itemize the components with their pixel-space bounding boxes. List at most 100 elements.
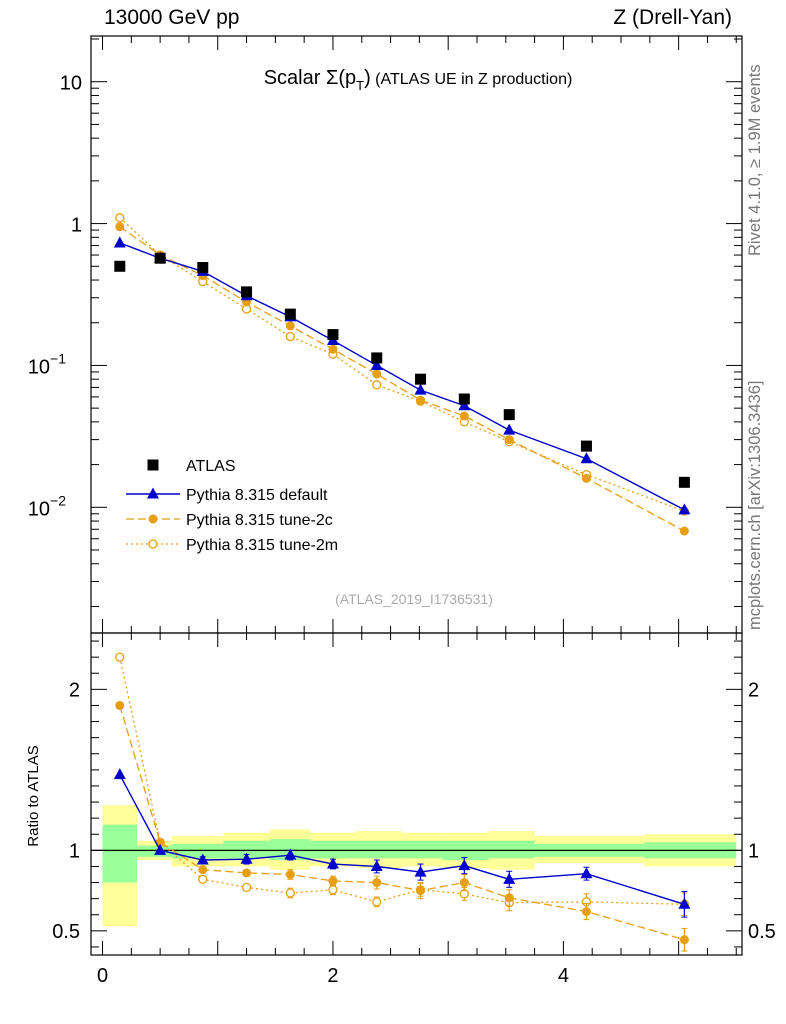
ratio-point-tune2c-9 [504, 893, 514, 903]
ratio-ytick-label-left-2: 2 [69, 679, 80, 701]
x-tick-label-0: 0 [97, 965, 108, 987]
ratio-point-tune2c-6 [372, 878, 382, 888]
point-atlas-9 [503, 409, 515, 421]
ratio-ytick-label-right-2: 2 [748, 679, 759, 701]
ratio-panel-frame [90, 632, 743, 956]
line-default [119, 242, 685, 511]
top-ytick-exponent: −2 [50, 492, 66, 508]
legend-marker-default [147, 487, 159, 499]
ratio-point-tune2m-6 [372, 897, 382, 907]
ratio-point-tune2m-0 [115, 652, 125, 662]
title-prefix: Scalar [264, 67, 326, 89]
ratio-point-default-1 [154, 843, 167, 855]
legend-label-tune2m: Pythia 8.315 tune-2m [186, 537, 338, 554]
inner-band-0 [102, 824, 138, 883]
inner-band-5 [309, 840, 357, 859]
point-default-0 [113, 236, 126, 248]
header-process: 13000 GeV pp [104, 6, 240, 29]
x-tick-label-2: 4 [558, 965, 569, 987]
legend-label-atlas: ATLAS [186, 458, 236, 475]
ratio-uncertainty-bands [102, 805, 737, 927]
ratio-point-default-0 [113, 768, 126, 780]
point-atlas-5 [327, 329, 339, 341]
ratio-point-tune2c-8 [459, 878, 469, 888]
point-tune2c-7 [416, 395, 426, 405]
ratio-point-default-10 [580, 867, 593, 879]
ratio-ytick-label-left-0: 0.5 [52, 921, 80, 943]
point-tune2c-9 [504, 435, 514, 445]
point-tune2m-4 [285, 331, 295, 342]
inner-band-4 [269, 839, 310, 861]
ratio-point-tune2c-1 [155, 837, 165, 847]
ratio-series-default [113, 768, 691, 918]
chart-title: Scalar Σ(pT) (ATLAS UE in Z production) [264, 67, 573, 93]
ratio-point-default-5 [326, 857, 339, 869]
point-atlas-11 [678, 476, 690, 488]
point-tune2c-5 [328, 344, 338, 354]
x-tick-label-1: 2 [327, 965, 338, 987]
point-atlas-0 [114, 260, 126, 272]
ratio-series-tune2m [115, 652, 690, 917]
ratio-point-tune2c-5 [328, 876, 338, 886]
ratio-line-default [119, 774, 685, 905]
ratio-ytick-label-left-1: 1 [69, 840, 80, 862]
x-axis: 0 2 4 [97, 36, 737, 987]
ratio-point-tune2m-3 [241, 882, 252, 893]
ratio-point-tune2c-11 [679, 935, 689, 945]
line-tune2m [119, 217, 685, 512]
ratio-point-tune2m-4 [285, 888, 295, 898]
ratio-y-axis-label: Ratio to ATLAS [25, 745, 42, 846]
point-default-10 [580, 452, 593, 464]
ratio-line-tune2m [119, 657, 685, 905]
point-atlas-1 [154, 252, 166, 264]
top-ytick-label-3: 10−2 [28, 492, 66, 520]
header-observable: Z (Drell-Yan) [613, 6, 732, 29]
title-suffix: (ATLAS UE in Z production) [371, 71, 573, 88]
inner-band-9 [488, 840, 535, 859]
ratio-point-tune2m-2 [198, 874, 208, 884]
point-atlas-3 [241, 286, 253, 298]
line-tune2c [119, 226, 685, 532]
inner-band-7 [402, 840, 443, 859]
ratio-ytick-label-right-1: 1 [748, 840, 759, 862]
legend-label-tune2c: Pythia 8.315 tune-2c [186, 512, 333, 529]
top-ytick-base: 10 [60, 73, 82, 95]
point-tune2c-10 [581, 473, 591, 483]
legend: ATLAS Pythia 8.315 default Pythia 8.315 tu… [126, 458, 338, 554]
point-tune2c-6 [372, 369, 382, 379]
legend-marker-tune2c [148, 514, 158, 524]
top-ytick-label-1: 1 [71, 215, 82, 237]
point-tune2c-11 [679, 526, 689, 536]
point-atlas-4 [284, 308, 296, 320]
series-atlas [114, 252, 690, 488]
point-default-7 [414, 383, 427, 395]
point-atlas-8 [458, 393, 470, 405]
top-ytick-base: 1 [71, 215, 82, 237]
legend-label-default: Pythia 8.315 default [186, 487, 328, 504]
point-default-8 [458, 399, 471, 411]
top-ytick-exponent: −1 [50, 350, 66, 366]
point-tune2m-0 [115, 213, 125, 223]
inner-band-6 [356, 840, 403, 859]
ratio-point-default-6 [370, 859, 383, 871]
top-ytick-base: 10 [28, 356, 50, 378]
top-ytick-label-0: 10 [60, 73, 82, 95]
inner-band-1 [137, 845, 172, 857]
legend-marker-atlas [147, 459, 159, 471]
ratio-point-default-4 [284, 848, 297, 860]
ratio-point-tune2c-3 [242, 868, 252, 878]
ratio-point-tune2c-4 [285, 870, 295, 879]
ratio-line-tune2c [119, 705, 685, 941]
inner-band-3 [223, 840, 270, 859]
ratio-y-axis: 0.5 0.5 1 1 2 2 [52, 640, 776, 948]
ratio-point-default-9 [503, 872, 516, 884]
ratio-series-tune2c [115, 700, 689, 952]
title-close: ) [364, 67, 371, 89]
point-tune2m-6 [372, 380, 382, 390]
point-default-9 [503, 423, 516, 435]
title-sigma: Σ(p [326, 67, 356, 89]
inner-band-2 [171, 843, 224, 859]
ratio-point-tune2c-7 [416, 886, 426, 896]
ratio-point-default-2 [196, 853, 209, 865]
